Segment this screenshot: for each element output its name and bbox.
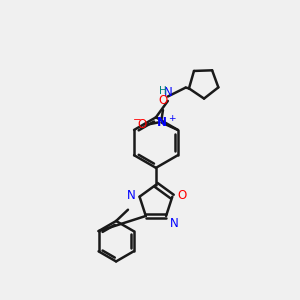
- Text: −: −: [132, 116, 141, 125]
- Text: N: N: [127, 189, 135, 202]
- Text: N: N: [170, 217, 179, 230]
- Text: H: H: [159, 85, 167, 96]
- Text: O: O: [158, 94, 168, 107]
- Text: O: O: [137, 118, 147, 131]
- Text: N: N: [157, 116, 166, 129]
- Text: O: O: [177, 189, 186, 202]
- Text: +: +: [168, 113, 176, 122]
- Text: N: N: [164, 86, 172, 100]
